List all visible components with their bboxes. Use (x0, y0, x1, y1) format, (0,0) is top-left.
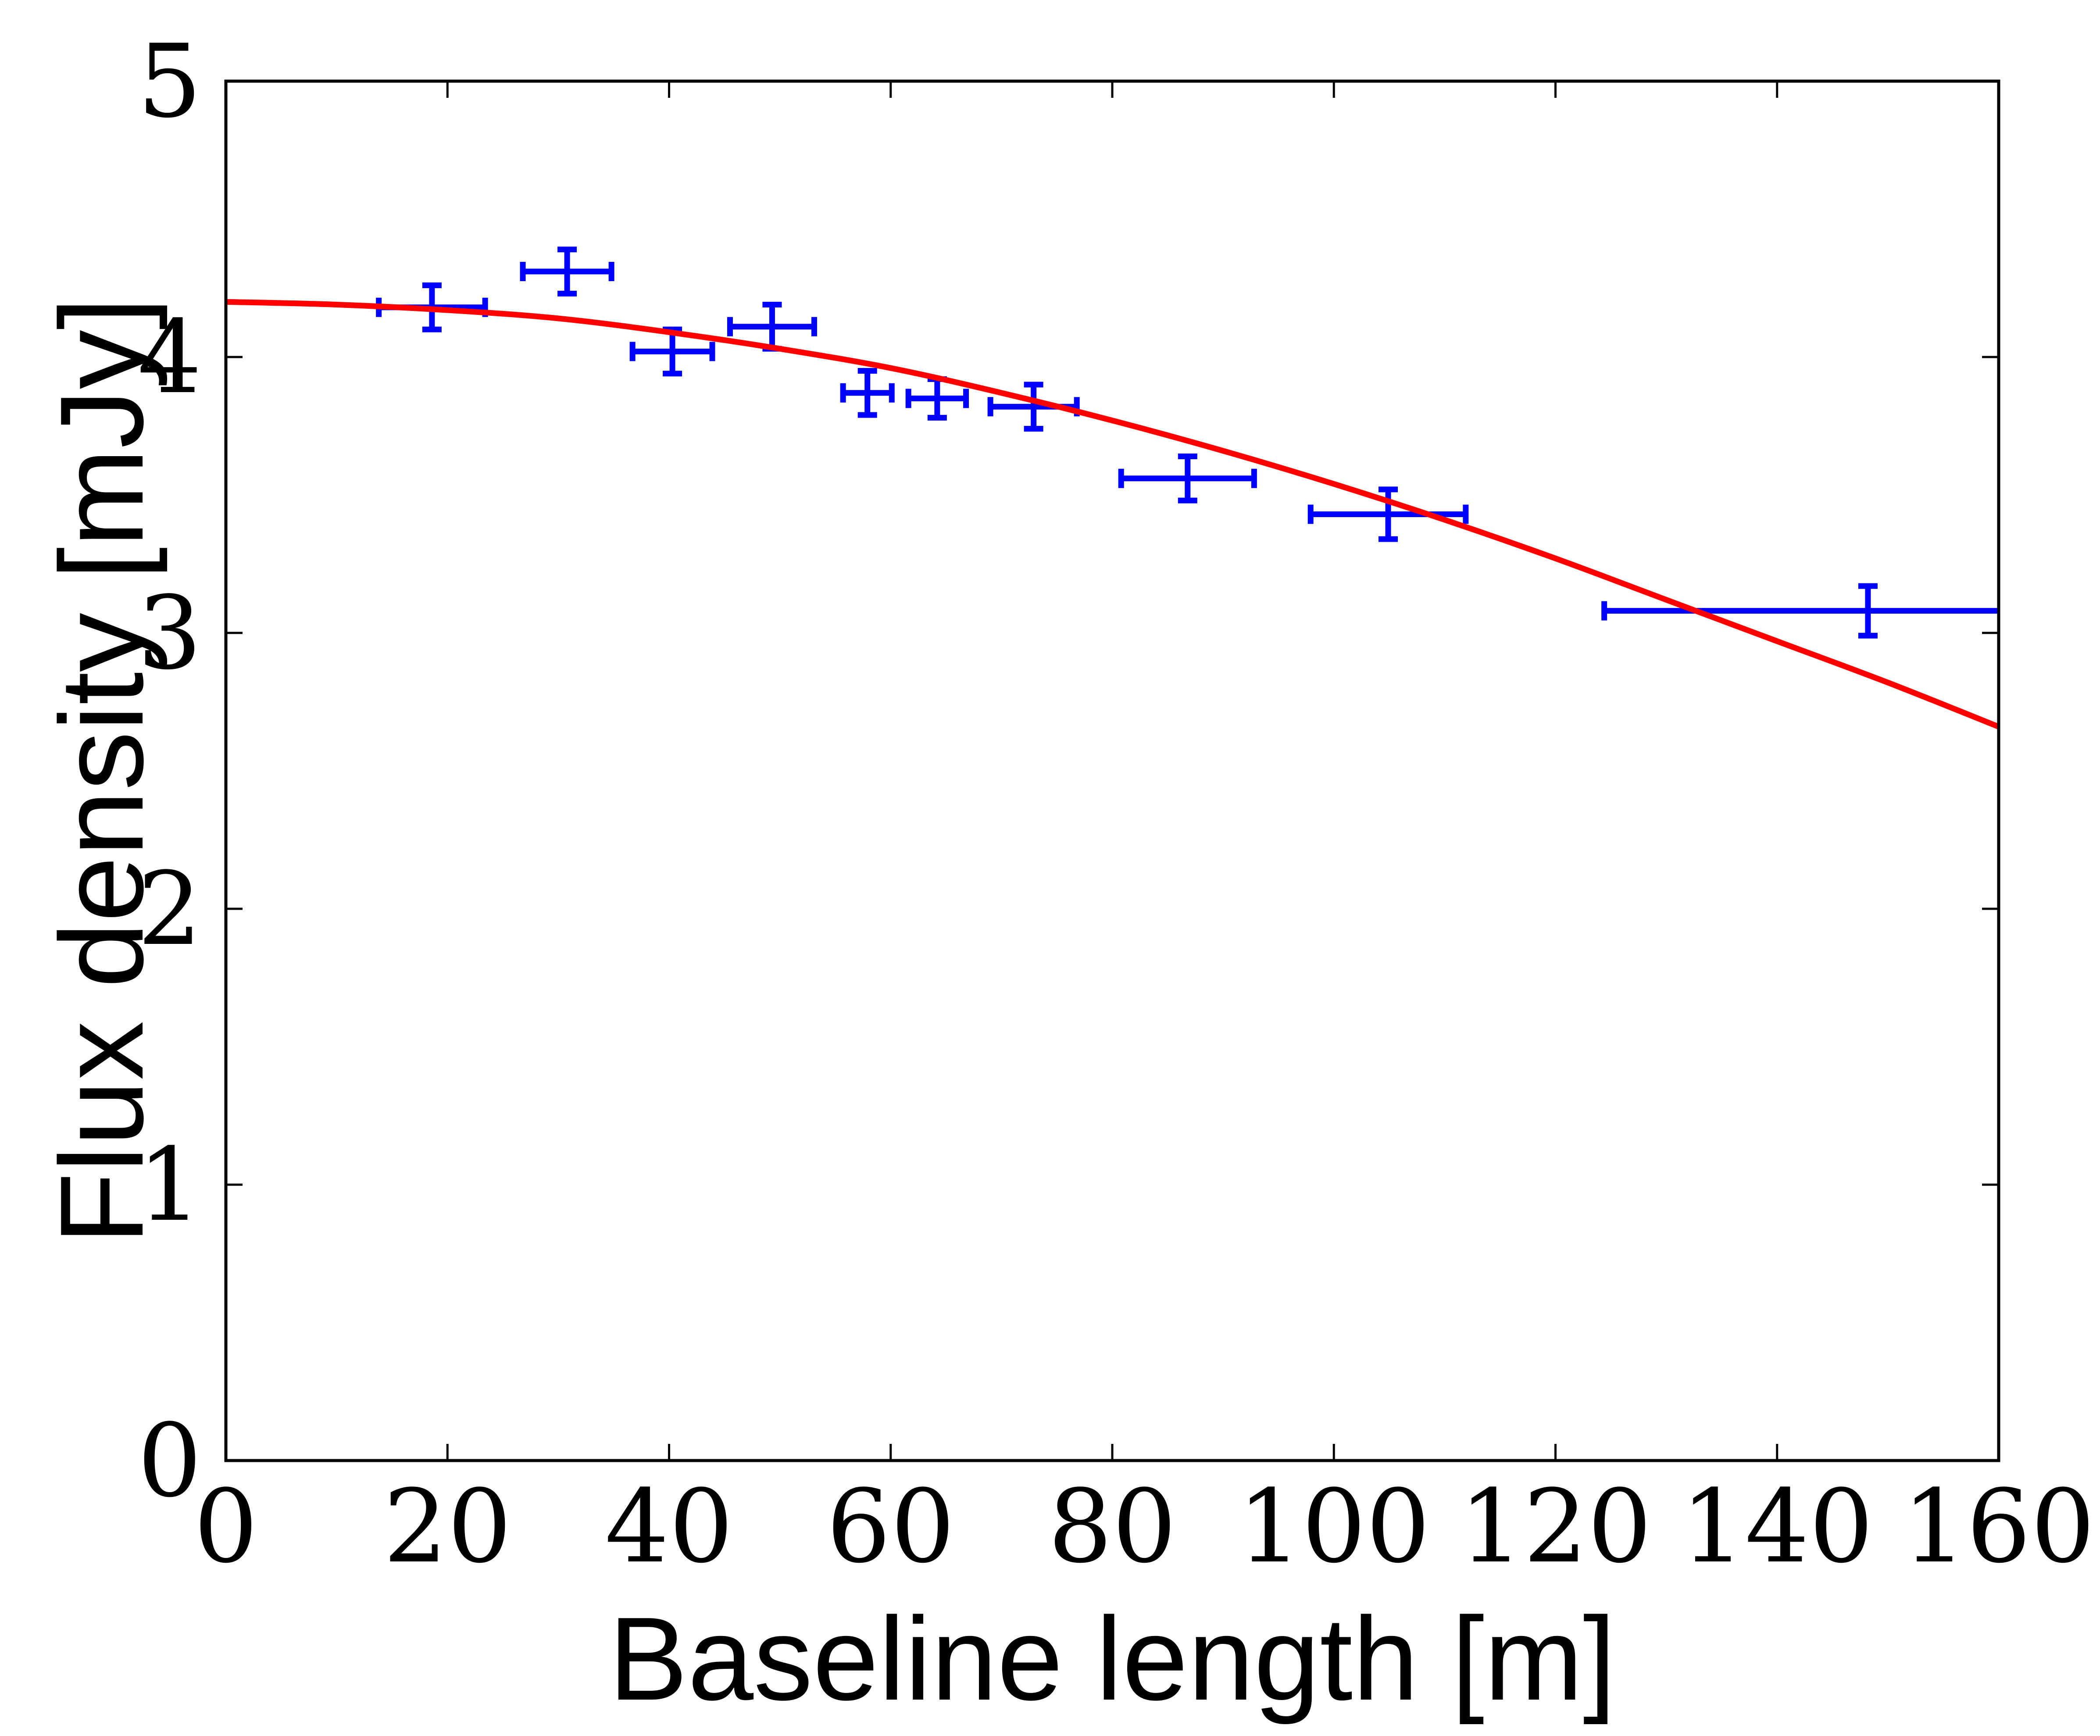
data-point (1118, 453, 1257, 504)
plot-frame (224, 79, 2000, 1462)
data-point (905, 376, 969, 421)
data-point (629, 326, 715, 377)
y-tick-label: 0 (138, 1403, 202, 1520)
data-point (520, 246, 614, 296)
y-tick-label: 5 (138, 23, 202, 140)
y-tick-label: 4 (138, 299, 202, 416)
x-tick-label: 60 (826, 1468, 955, 1586)
x-axis-title: Baseline length [m] (609, 1593, 1616, 1725)
x-tick-label: 0 (194, 1468, 258, 1586)
data-point (1307, 486, 1469, 542)
x-tick-label: 160 (1903, 1468, 2095, 1586)
x-tick-label: 140 (1681, 1468, 1873, 1586)
axis-tick-labels: 0 20 40 60 80 100 120 140 160 0 1 2 3 4 5 (138, 23, 2095, 1586)
plot-content (225, 246, 2000, 729)
fit-curve (225, 299, 2000, 729)
x-tick-label: 20 (383, 1468, 512, 1586)
x-tick-label: 80 (1048, 1468, 1177, 1586)
y-axis-title: Flux density [mJy] (36, 297, 168, 1245)
y-tick-label: 1 (138, 1127, 202, 1244)
x-tick-label: 40 (605, 1468, 733, 1586)
axis-ticks (225, 80, 2000, 1462)
y-tick-label: 3 (138, 575, 202, 692)
data-point (840, 368, 895, 418)
data-point (1601, 583, 1999, 639)
y-tick-label: 2 (138, 851, 202, 968)
x-tick-label: 120 (1459, 1468, 1652, 1586)
x-tick-label: 100 (1238, 1468, 1430, 1586)
